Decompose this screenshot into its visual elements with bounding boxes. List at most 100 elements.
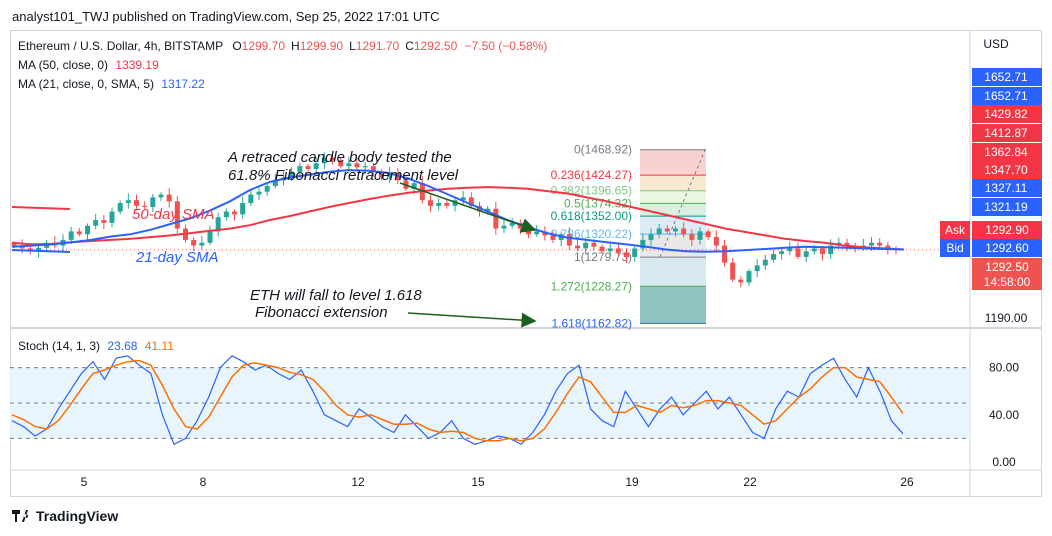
ma21-label: MA (21, close, 0, SMA, 5) — [18, 77, 155, 91]
candle-body — [844, 242, 850, 246]
time-tick-label: 12 — [351, 475, 365, 489]
current-price-box — [972, 258, 1042, 290]
candle-body — [795, 248, 801, 257]
ohlc-o: O1299.70 — [232, 39, 286, 53]
extension-arrow — [407, 312, 537, 328]
candle-body — [289, 171, 295, 178]
sma21-key-line — [11, 249, 71, 253]
price-axis-label: 1347.70 — [984, 163, 1028, 177]
candle-body — [223, 211, 229, 218]
price-label-box — [972, 143, 1042, 161]
candle-body — [526, 228, 531, 235]
price-label-box — [972, 161, 1042, 179]
candle-body — [493, 208, 499, 229]
candle-body — [730, 262, 736, 280]
ohlc-c: C1292.50 — [405, 39, 458, 53]
candle-body — [232, 211, 237, 215]
sma21-annotation: 21-day SMA — [135, 249, 219, 266]
price-axis-label: 1190.00 — [985, 311, 1028, 325]
candle-body — [256, 191, 262, 195]
candle-body — [787, 248, 793, 252]
ask-price-box — [972, 221, 1042, 239]
fib-level-label: 0(1468.92) — [574, 143, 632, 157]
fib-trend-line — [659, 147, 707, 258]
candle-body — [370, 166, 376, 172]
candle-body — [207, 231, 213, 243]
candle-body — [673, 228, 678, 232]
bid-price: 1292.60 — [985, 241, 1029, 255]
candle-body — [240, 203, 246, 215]
extension-annotation-line2: Fibonacci extension — [255, 304, 388, 321]
candle-body — [411, 183, 417, 189]
candle-body — [215, 217, 221, 232]
price-axis-label: 1412.87 — [984, 126, 1028, 140]
candle-body — [174, 201, 180, 229]
fib-level-label: 1.618(1162.82) — [551, 316, 632, 330]
candle-body — [387, 172, 393, 178]
candle-body — [762, 259, 768, 266]
candle-body — [36, 247, 41, 252]
price-change: −7.50 (−0.58%) — [464, 39, 548, 53]
time-tick-label: 22 — [743, 475, 757, 489]
candle-body — [191, 239, 197, 246]
stoch-legend: Stoch (14, 1, 3) 23.68 41.11 — [18, 339, 174, 353]
candle-body — [85, 225, 90, 235]
candle-body — [354, 163, 360, 168]
fib-zone — [640, 149, 706, 176]
ma50-value: 1339.19 — [115, 58, 159, 72]
candle-body — [264, 186, 270, 192]
candle-body — [591, 242, 597, 247]
ohlc-h: H1299.90 — [291, 39, 344, 53]
candle-body — [664, 228, 670, 232]
tradingview-logo[interactable]: TradingView — [12, 508, 118, 524]
time-tick-label: 5 — [81, 475, 88, 489]
price-axis-label: 1429.82 — [984, 107, 1028, 121]
price-axis-label: 1652.71 — [984, 89, 1028, 103]
price-axis-label: 1321.19 — [984, 200, 1028, 214]
candle-body — [869, 242, 874, 246]
candle-body — [632, 248, 638, 257]
candle-body — [885, 245, 891, 249]
candle-body — [305, 166, 311, 169]
candle-body — [11, 243, 17, 246]
price-label-box — [972, 124, 1042, 142]
candle-body — [248, 194, 254, 204]
time-tick-label: 8 — [200, 475, 207, 489]
candle-body — [656, 228, 662, 235]
bid-label: Bid — [946, 241, 963, 255]
candle-body — [485, 208, 491, 212]
current-price: 1292.50 — [985, 260, 1029, 274]
candle-body — [771, 254, 776, 260]
candle-body — [101, 220, 107, 223]
ma21-line — [11, 169, 905, 253]
candle-body — [599, 246, 605, 252]
candle-body — [313, 163, 319, 169]
ma50-label: MA (50, close, 0) — [18, 58, 109, 72]
ask-tag-box — [940, 221, 970, 239]
price-axis-label: 1362.84 — [984, 145, 1028, 159]
fib-level-label: 0.5(1374.32) — [564, 196, 632, 210]
candle-body — [68, 231, 74, 240]
price-axis-label: 1327.11 — [985, 181, 1028, 195]
candle-body — [272, 180, 278, 187]
ohlc-values: O1299.70 H1299.90 L1291.70 C1292.50 — [226, 39, 457, 53]
fib-zone — [640, 190, 706, 204]
sma50-key-line — [11, 206, 71, 210]
candle-body — [436, 203, 442, 206]
candle-body — [134, 200, 139, 206]
time-tick-label: 15 — [471, 475, 485, 489]
candle-body — [811, 248, 817, 252]
price-label-box — [972, 198, 1042, 216]
candle-body — [689, 234, 695, 240]
candle-body — [166, 194, 172, 202]
candle-body — [877, 242, 883, 246]
candle-body — [338, 160, 344, 167]
candle-body — [697, 231, 703, 240]
candle-body — [93, 220, 99, 226]
candle-countdown: 14:58:00 — [984, 275, 1031, 289]
fib-zone — [640, 203, 706, 217]
stoch-k-value: 23.68 — [107, 339, 138, 353]
fib-zone — [640, 216, 706, 235]
candle-body — [534, 231, 540, 235]
